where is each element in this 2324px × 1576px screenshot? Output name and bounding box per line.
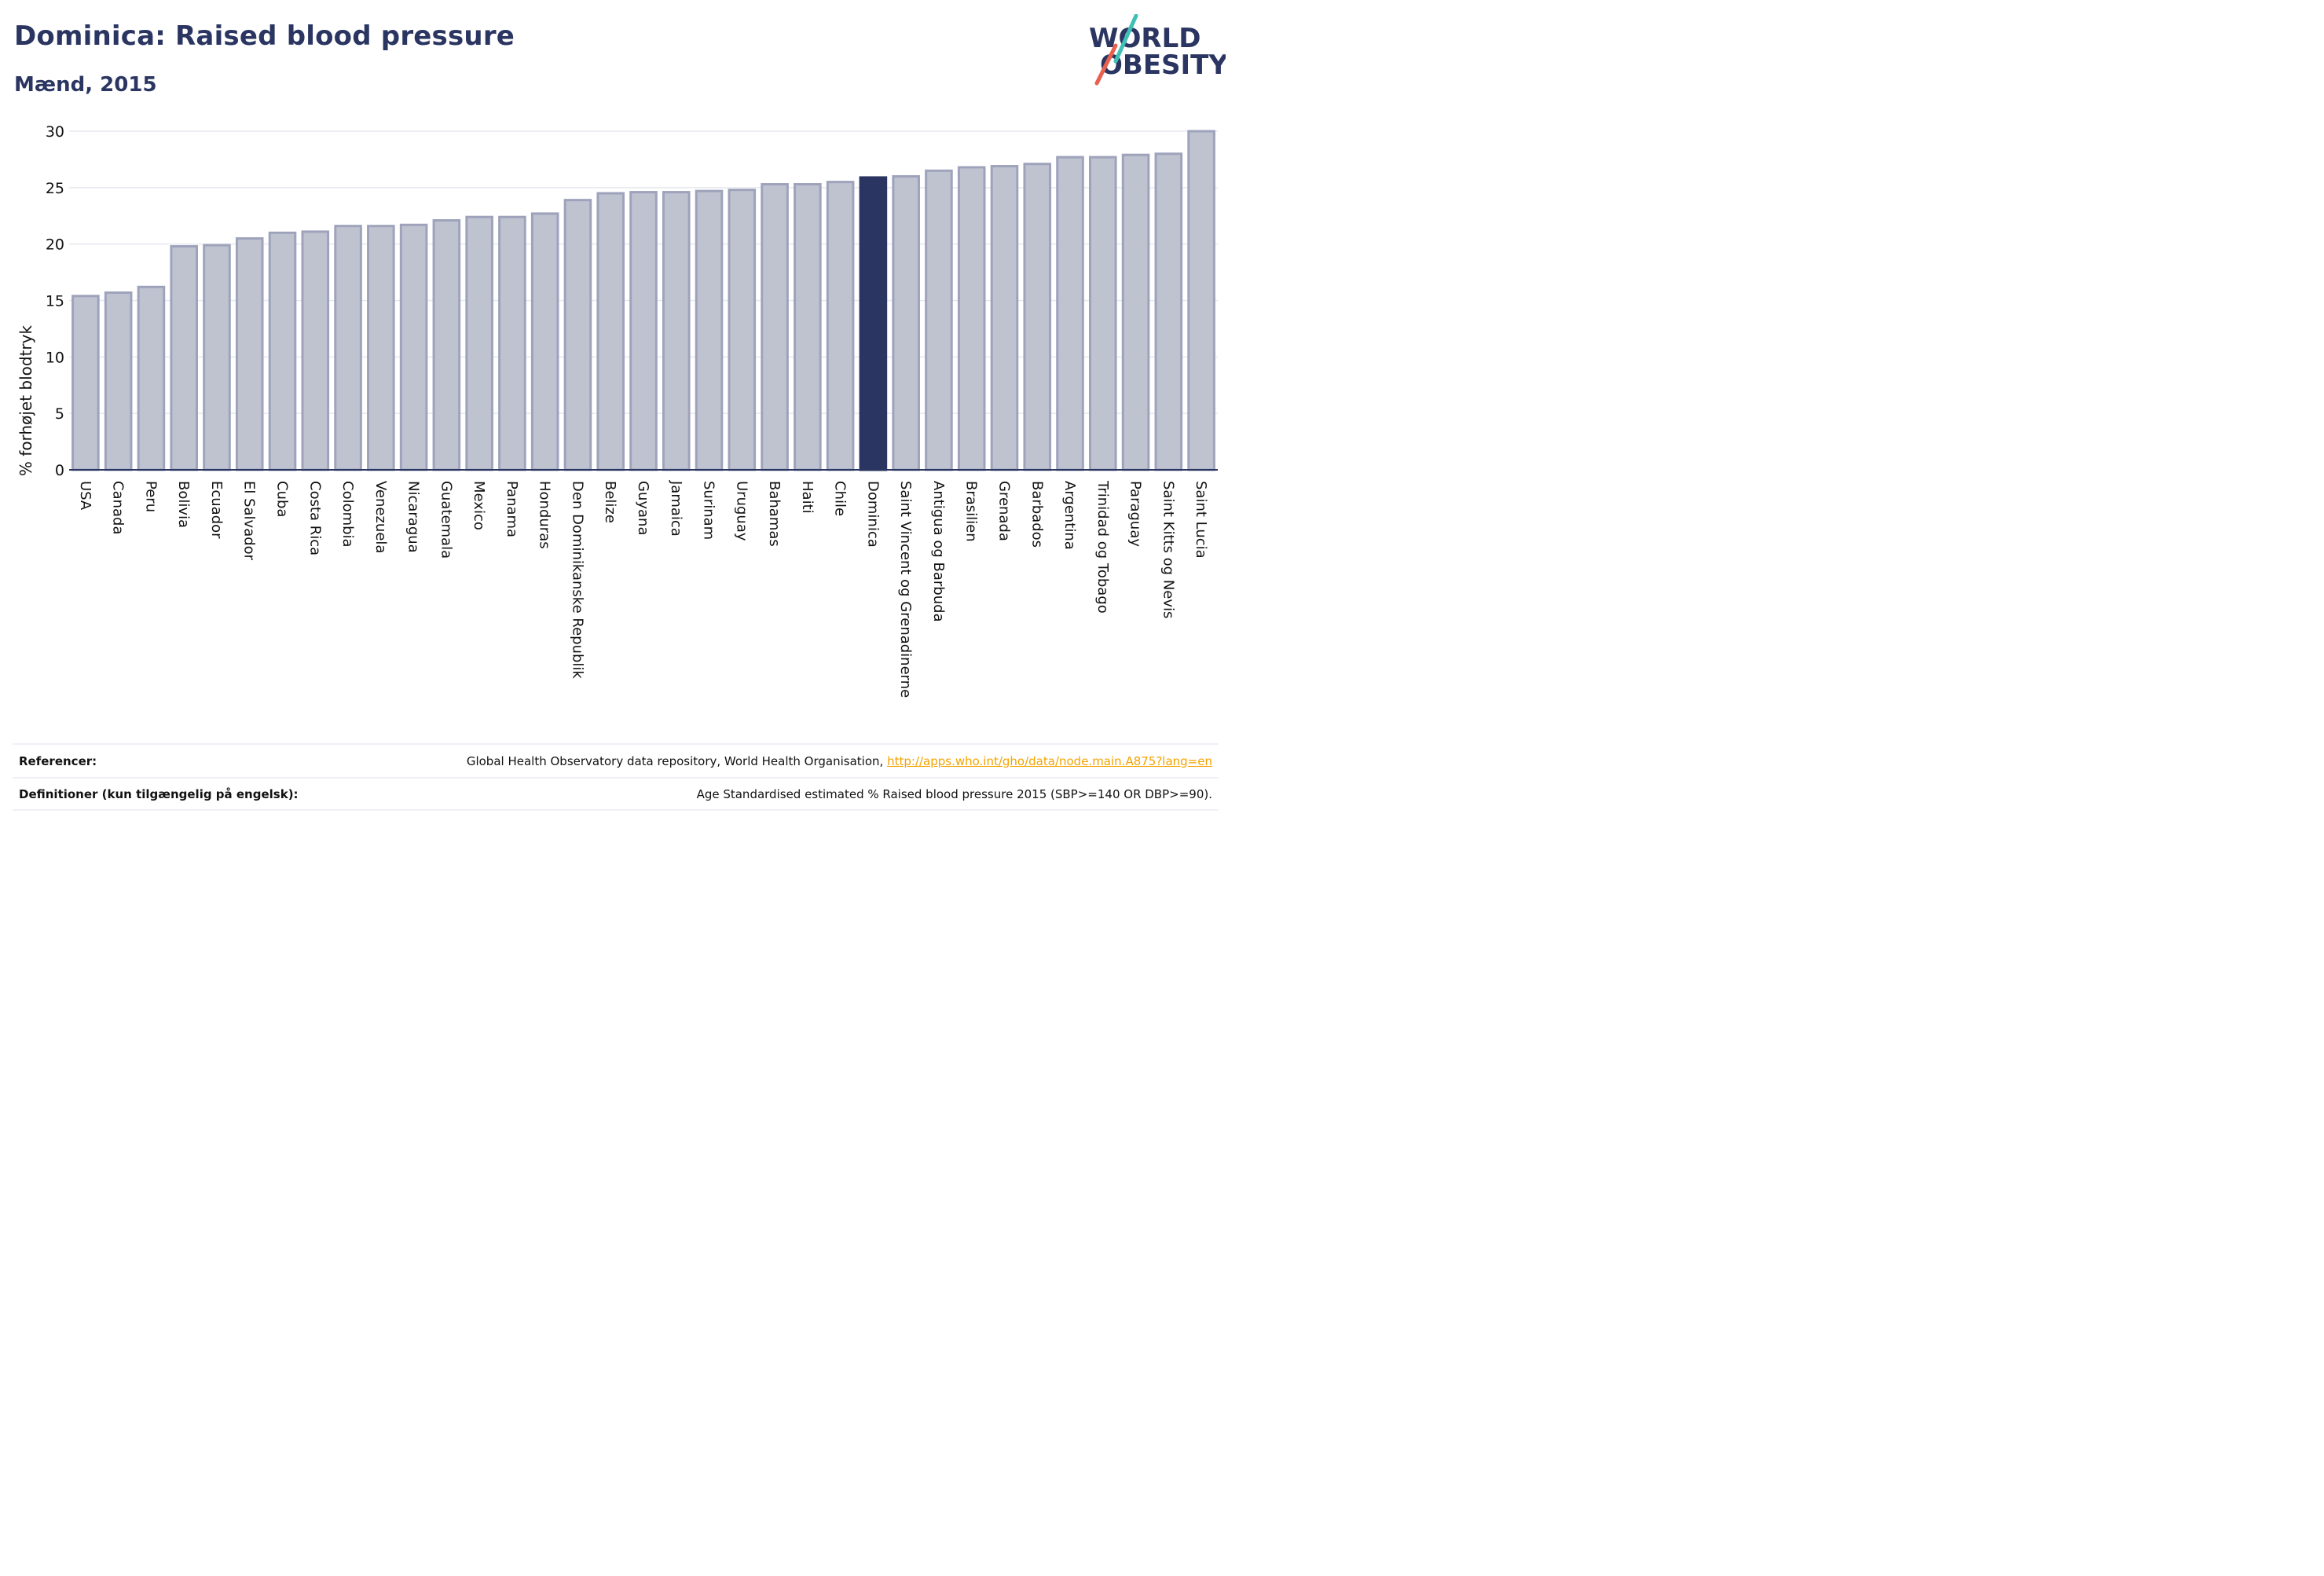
- category-label: Trinidad og Tobago: [1094, 480, 1111, 614]
- who-data-link[interactable]: http://apps.who.int/gho/data/node.main.A…: [887, 753, 1212, 768]
- bar: [1023, 163, 1052, 471]
- category-label: Guyana: [635, 481, 651, 535]
- bar: [367, 225, 395, 471]
- bar: [695, 189, 724, 471]
- bar: [399, 223, 428, 471]
- bar: [235, 236, 264, 471]
- world-obesity-logo: WORLD OBESITY: [1089, 14, 1226, 86]
- category-label: Canada: [110, 481, 126, 535]
- bar: [1154, 152, 1183, 471]
- category-label: Brasilien: [963, 481, 980, 542]
- category-label: Den Dominikanske Republik: [569, 481, 585, 679]
- logo-slash-teal: [1113, 14, 1138, 64]
- definitions-label: Definitioner (kun tilgængelig på engelsk…: [19, 786, 299, 801]
- bar: [728, 189, 757, 471]
- bar: [334, 225, 362, 471]
- references-table: Referencer: Global Health Observatory da…: [13, 743, 1219, 811]
- category-label: Saint Vincent og Grenadinerne: [897, 481, 914, 698]
- reference-row: Referencer: Global Health Observatory da…: [13, 743, 1219, 777]
- bar: [137, 285, 166, 471]
- category-label: Panama: [504, 481, 520, 537]
- definitions-value: Age Standardised estimated % Raised bloo…: [696, 786, 1212, 801]
- bar: [925, 169, 953, 471]
- bar: [563, 199, 592, 471]
- bar: [662, 191, 691, 471]
- category-label: Mexico: [471, 481, 487, 530]
- category-label: Cuba: [274, 481, 291, 517]
- category-labels: USA Canada Peru Bolivia Ecuador El Salvador Cu…: [77, 480, 1209, 698]
- category-label: Saint Kitts og Nevis: [1160, 481, 1176, 618]
- bar: [794, 183, 822, 471]
- logo-slash-red: [1094, 43, 1118, 86]
- category-label: El Salvador: [241, 481, 258, 561]
- category-label: Barbados: [1028, 481, 1045, 548]
- category-label: Antigua og Barbuda: [930, 481, 947, 622]
- bar: [170, 245, 198, 471]
- bar: [530, 212, 559, 471]
- category-label: Bahamas: [766, 481, 783, 547]
- bar: [990, 165, 1019, 471]
- bar-highlight: [859, 176, 888, 471]
- y-tick-label: 30: [46, 123, 64, 141]
- axes: 0 5 10 15 20 25 30: [46, 123, 1218, 479]
- references-label: Referencer:: [19, 753, 97, 768]
- bars: [71, 130, 1215, 471]
- category-label: Belize: [602, 481, 618, 523]
- category-label: Guatemala: [438, 481, 454, 559]
- y-tick-label: 10: [46, 349, 64, 366]
- bar: [629, 191, 658, 471]
- bar: [71, 295, 100, 471]
- y-tick-label: 25: [46, 180, 64, 197]
- chart-subtitle: Mænd, 2015: [14, 73, 157, 97]
- category-label: Argentina: [1061, 481, 1078, 550]
- bar: [761, 183, 789, 471]
- category-label: Nicaragua: [405, 481, 422, 553]
- logo-line-1: WORLD: [1089, 23, 1200, 54]
- references-source: Global Health Observatory data repositor…: [466, 753, 888, 768]
- definition-row: Definitioner (kun tilgængelig på engelsk…: [13, 777, 1219, 811]
- y-tick-label: 15: [46, 293, 64, 310]
- bar: [203, 244, 231, 471]
- bar: [301, 230, 330, 471]
- category-label: Jamaica: [668, 480, 684, 537]
- y-axis-label: % forhøjet blodtryk: [16, 325, 35, 477]
- y-tick-label: 0: [55, 462, 64, 479]
- category-label: Bolivia: [175, 481, 192, 528]
- category-label: Grenada: [995, 481, 1012, 541]
- bar: [432, 218, 461, 471]
- bar: [268, 231, 297, 471]
- category-label: Honduras: [537, 481, 553, 549]
- bar: [1056, 156, 1084, 471]
- bar: [1121, 153, 1150, 471]
- chart-title: Dominica: Raised blood pressure: [14, 20, 515, 52]
- category-label: Venezuela: [372, 481, 389, 553]
- category-label: Dominica: [864, 481, 881, 548]
- references-value: Global Health Observatory data repositor…: [467, 754, 1212, 768]
- y-tick-label: 20: [46, 236, 64, 254]
- category-label: USA: [77, 481, 93, 511]
- bar: [892, 174, 920, 471]
- category-label: Chile: [832, 481, 849, 516]
- category-label: Peru: [142, 481, 159, 512]
- category-label: Ecuador: [208, 481, 225, 539]
- category-label: Paraguay: [1127, 481, 1144, 547]
- bar: [826, 181, 855, 471]
- bar: [1187, 130, 1215, 471]
- category-label: Surinam: [701, 481, 717, 540]
- category-label: Colombia: [339, 481, 356, 548]
- y-tick-label: 5: [55, 405, 64, 423]
- category-label: Saint Lucia: [1193, 481, 1209, 559]
- bar: [596, 192, 625, 471]
- bar: [498, 215, 526, 471]
- bar: [104, 291, 133, 471]
- bar-chart: 0 5 10 15 20 25 30 USA Canada Peru Bolivia Ecuador…: [16, 123, 1218, 698]
- bar: [465, 215, 493, 471]
- logo-line-2: OBESITY: [1100, 49, 1226, 81]
- bar: [1089, 156, 1117, 471]
- bar: [957, 166, 986, 471]
- category-label: Costa Rica: [306, 481, 323, 555]
- category-label: Uruguay: [733, 481, 750, 541]
- category-label: Haiti: [799, 481, 816, 514]
